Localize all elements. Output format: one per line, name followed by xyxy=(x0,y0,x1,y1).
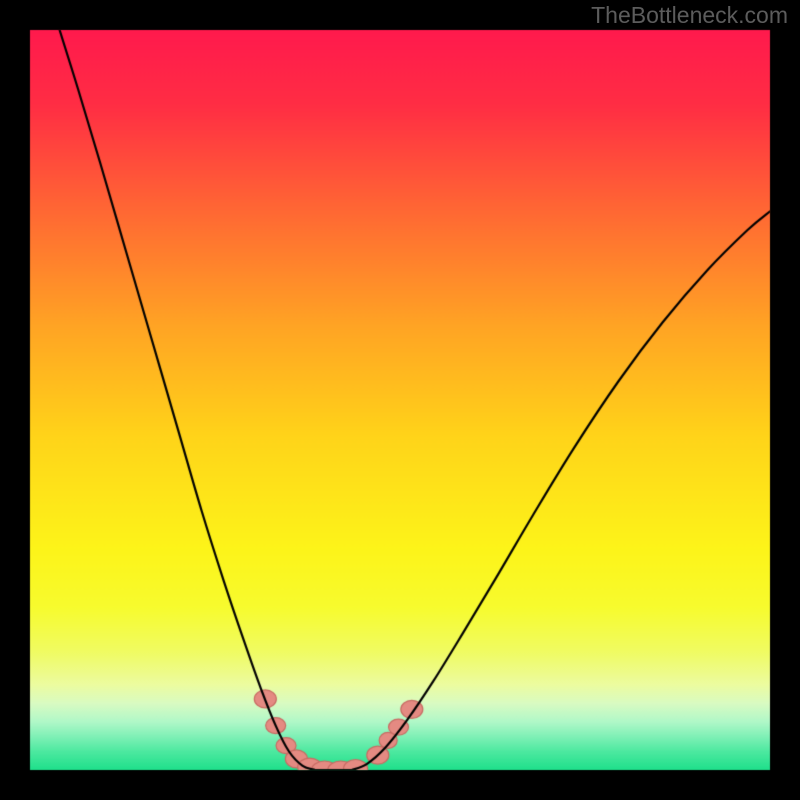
bottleneck-chart: TheBottleneck.com xyxy=(0,0,800,800)
curve-canvas xyxy=(0,0,800,800)
